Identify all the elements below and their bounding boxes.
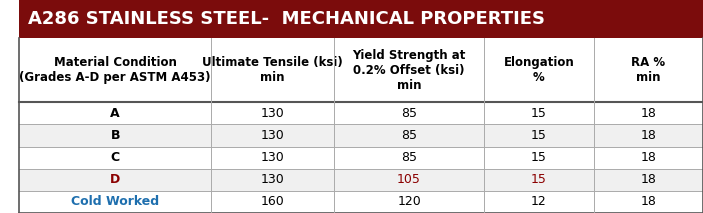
Text: 18: 18 — [640, 151, 657, 164]
Text: 15: 15 — [531, 151, 547, 164]
Text: B: B — [110, 129, 120, 142]
FancyBboxPatch shape — [20, 38, 703, 102]
FancyBboxPatch shape — [20, 191, 703, 213]
Text: Cold Worked: Cold Worked — [71, 195, 160, 209]
Text: Ultimate Tensile (ksi)
min: Ultimate Tensile (ksi) min — [202, 56, 343, 84]
Text: D: D — [110, 173, 120, 186]
Text: RA %
min: RA % min — [631, 56, 665, 84]
Text: 120: 120 — [397, 195, 421, 209]
Text: A286 STAINLESS STEEL-  MECHANICAL PROPERTIES: A286 STAINLESS STEEL- MECHANICAL PROPERT… — [27, 10, 545, 28]
Text: 85: 85 — [401, 129, 417, 142]
Text: 15: 15 — [531, 107, 547, 120]
Text: C: C — [110, 151, 120, 164]
FancyBboxPatch shape — [20, 124, 703, 147]
FancyBboxPatch shape — [20, 147, 703, 169]
FancyBboxPatch shape — [20, 169, 703, 191]
Text: 105: 105 — [397, 173, 421, 186]
FancyBboxPatch shape — [20, 0, 703, 38]
FancyBboxPatch shape — [20, 102, 703, 124]
Text: Material Condition
(Grades A-D per ASTM A453): Material Condition (Grades A-D per ASTM … — [20, 56, 211, 84]
Text: 15: 15 — [531, 173, 547, 186]
Text: 15: 15 — [531, 129, 547, 142]
Text: 130: 130 — [261, 151, 284, 164]
Text: 85: 85 — [401, 151, 417, 164]
Text: 160: 160 — [261, 195, 284, 209]
Text: 18: 18 — [640, 173, 657, 186]
Text: 130: 130 — [261, 173, 284, 186]
Text: 12: 12 — [531, 195, 547, 209]
Text: Elongation
%: Elongation % — [503, 56, 574, 84]
Text: 18: 18 — [640, 195, 657, 209]
Text: 85: 85 — [401, 107, 417, 120]
Text: 18: 18 — [640, 129, 657, 142]
Text: 18: 18 — [640, 107, 657, 120]
Text: 130: 130 — [261, 107, 284, 120]
Text: 130: 130 — [261, 129, 284, 142]
Text: A: A — [110, 107, 120, 120]
Text: Yield Strength at
0.2% Offset (ksi)
min: Yield Strength at 0.2% Offset (ksi) min — [352, 49, 466, 92]
